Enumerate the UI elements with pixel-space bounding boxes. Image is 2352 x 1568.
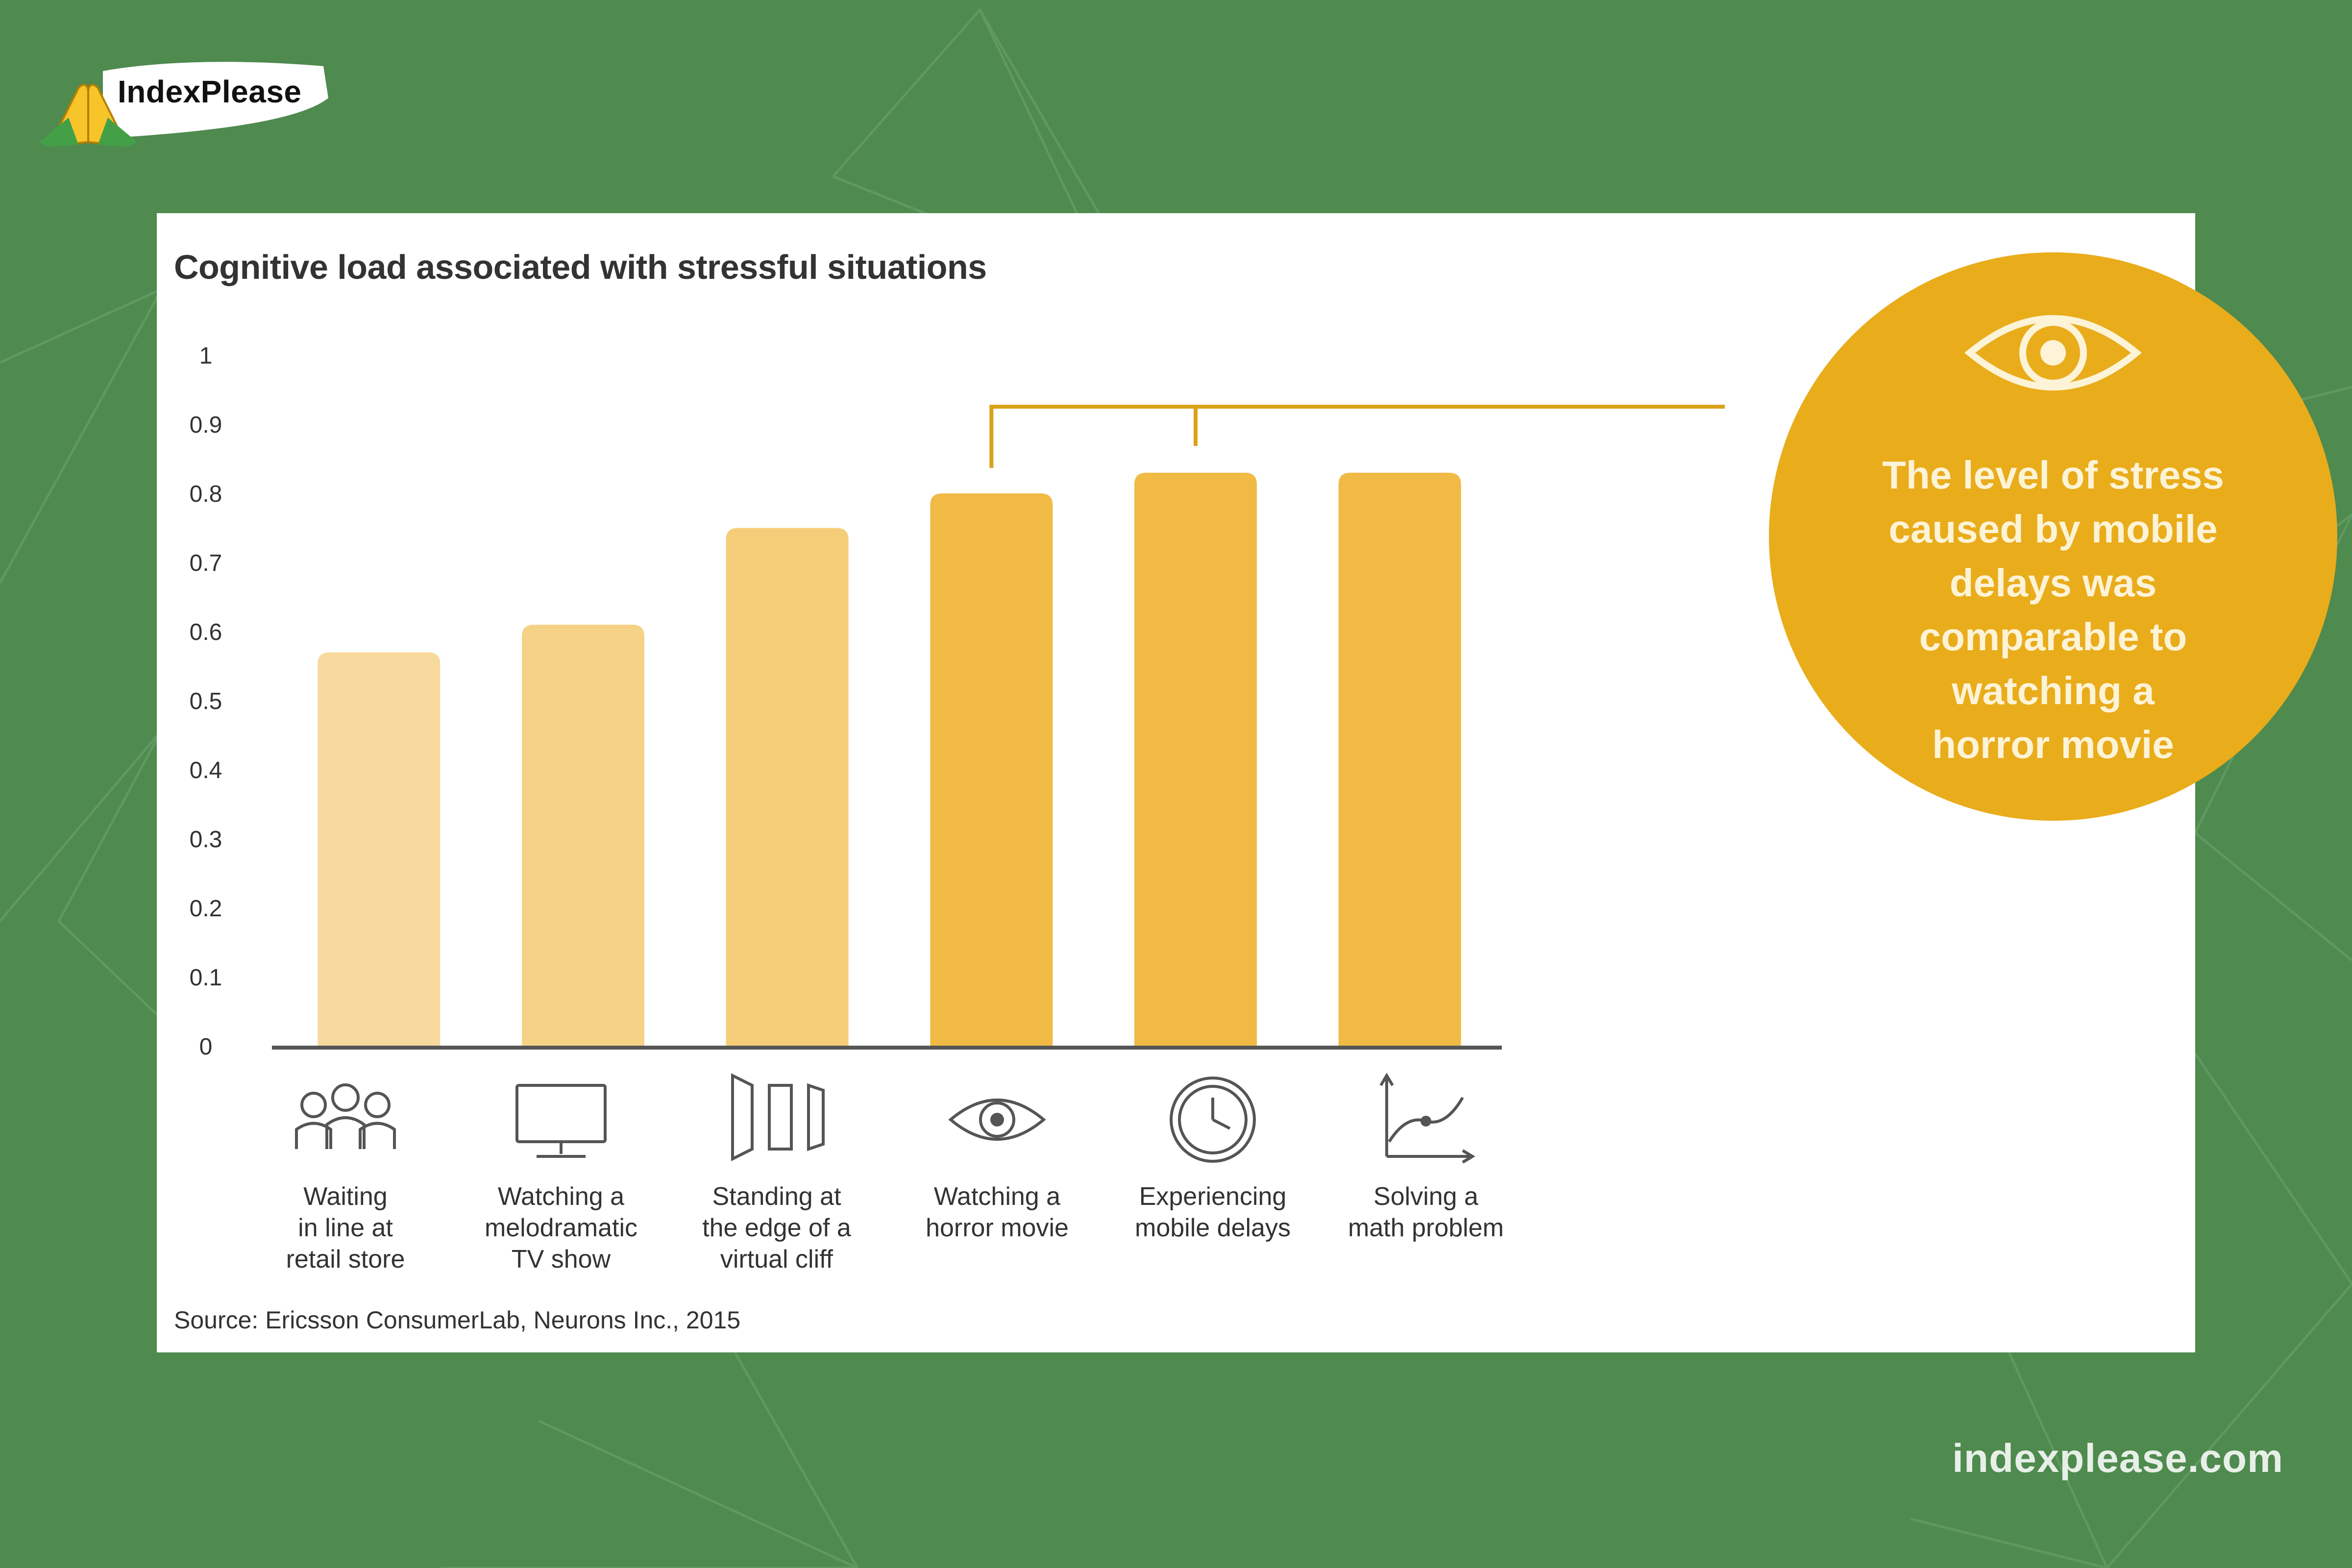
y-tick-label: 0.2 (190, 896, 222, 922)
y-tick-label: 0.9 (190, 412, 222, 438)
brand-name: IndexPlease (118, 74, 302, 109)
y-tick-label: 0 (199, 1034, 213, 1060)
y-tick-label: 0.1 (190, 965, 222, 991)
category-label: Watching a horror movie (926, 1182, 1069, 1242)
tv-monitor-icon (515, 1084, 607, 1158)
praying-hands-icon (39, 84, 137, 147)
callout-text: The level of stress caused by mobile del… (1882, 453, 2225, 766)
bar (522, 624, 644, 1046)
bar-chart: 0 0.1 0.2 0.3 0.4 0.5 0.6 0.7 0.8 0.9 1 (190, 343, 1725, 1060)
y-tick-label: 1 (199, 343, 213, 369)
y-tick-label: 0.3 (190, 827, 222, 853)
bar (930, 493, 1053, 1046)
eye-icon (1964, 315, 2142, 391)
clock-icon (1170, 1077, 1256, 1163)
y-tick-label: 0.7 (190, 550, 222, 576)
brand-logo[interactable]: IndexPlease (29, 44, 343, 147)
brand-badge (39, 62, 329, 147)
bar (1338, 472, 1461, 1047)
cliff-panels-icon (731, 1073, 825, 1161)
people-queue-icon (295, 1083, 396, 1149)
category-label: Standing at the edge of a virtual cliff (702, 1182, 851, 1274)
y-tick-label: 0.8 (190, 481, 222, 507)
site-url[interactable]: indexplease.com (1952, 1436, 2283, 1481)
y-tick-label: 0.6 (190, 619, 222, 645)
category-label: Watching a melodramatic TV show (484, 1182, 638, 1274)
callout-circle: The level of stress caused by mobile del… (1769, 252, 2337, 821)
chart-title: Cognitive load associated with stressful… (174, 248, 987, 286)
bar (726, 528, 849, 1046)
chart-source: Source: Ericsson ConsumerLab, Neurons In… (174, 1306, 741, 1334)
category-label: Solving a math problem (1348, 1182, 1504, 1242)
category-label: Experiencing mobile delays (1135, 1182, 1291, 1242)
bar (1134, 472, 1257, 1047)
category-label: Waiting in line at retail store (286, 1182, 405, 1274)
y-tick-label: 0.4 (190, 758, 222, 784)
bar (318, 652, 441, 1046)
y-tick-label: 0.5 (190, 688, 222, 714)
eye-icon (948, 1099, 1046, 1141)
chart-card: Cognitive load associated with stressful… (157, 213, 2337, 1352)
graph-curve-icon (1379, 1073, 1475, 1164)
